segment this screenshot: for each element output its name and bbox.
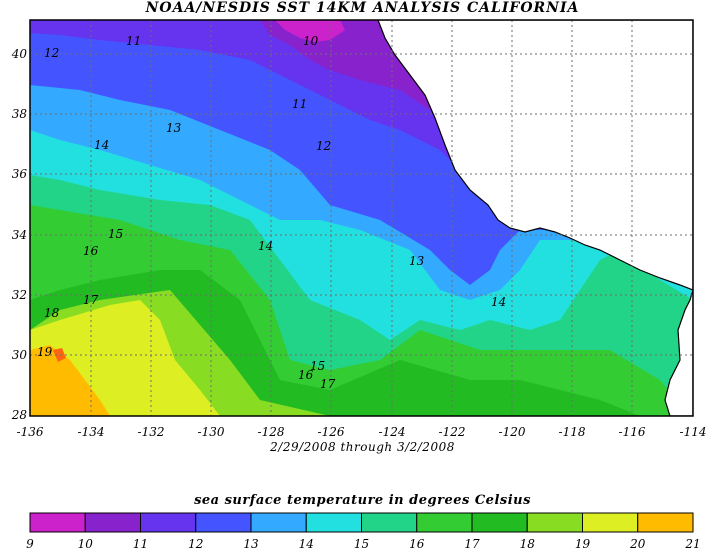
x-tick-label: -120 bbox=[499, 425, 526, 439]
y-tick-label: 30 bbox=[12, 348, 28, 362]
legend-swatch bbox=[637, 512, 694, 533]
x-tick-label: -132 bbox=[138, 425, 165, 439]
legend-tick-label: 13 bbox=[243, 537, 259, 551]
x-tick-label: -118 bbox=[559, 425, 586, 439]
contour-label: 14 bbox=[491, 295, 506, 309]
y-tick-label: 34 bbox=[12, 228, 27, 242]
legend-tick-label: 21 bbox=[684, 537, 700, 551]
contour-label: 12 bbox=[316, 139, 331, 153]
legend-tick-label: 20 bbox=[629, 537, 646, 551]
land-mass bbox=[377, 20, 693, 291]
contour-label: 10 bbox=[303, 34, 319, 48]
contour-label: 13 bbox=[166, 121, 182, 135]
contour-label: 15 bbox=[310, 359, 325, 373]
contour-label: 18 bbox=[44, 306, 60, 320]
contour-label: 15 bbox=[108, 227, 123, 241]
legend-title: sea surface temperature in degrees Celsi… bbox=[194, 493, 531, 508]
date-range: 2/29/2008 through 3/2/2008 bbox=[270, 440, 455, 454]
legend-swatch bbox=[582, 512, 639, 533]
contour-label: 16 bbox=[298, 368, 314, 382]
y-tick-label: 28 bbox=[11, 408, 28, 422]
x-tick-label: -136 bbox=[17, 425, 44, 439]
color-legend-bar bbox=[29, 512, 694, 533]
contour-label: 17 bbox=[320, 377, 336, 391]
grid-lines bbox=[30, 20, 693, 416]
map-frame bbox=[29, 19, 694, 417]
legend-swatch bbox=[471, 512, 528, 533]
legend-tick-label: 17 bbox=[464, 537, 480, 551]
legend-tick-label: 11 bbox=[133, 537, 148, 551]
legend-tick-label: 18 bbox=[520, 537, 536, 551]
contour-label: 12 bbox=[44, 46, 59, 60]
contour-label: 11 bbox=[126, 34, 141, 48]
legend-swatch bbox=[416, 512, 473, 533]
contour-label: 14 bbox=[94, 138, 109, 152]
y-tick-label: 32 bbox=[12, 288, 27, 302]
color-legend-labels: 9 10 11 12 13 14 15 16 17 18 19 20 21 bbox=[26, 537, 700, 551]
baja-peninsula bbox=[664, 289, 693, 416]
x-tick-label: -122 bbox=[439, 425, 466, 439]
legend-swatch bbox=[195, 512, 252, 533]
y-axis-labels: 40 38 36 34 32 30 28 bbox=[11, 47, 28, 422]
legend-swatch bbox=[526, 512, 583, 533]
legend-swatch bbox=[305, 512, 362, 533]
x-tick-label: -124 bbox=[379, 425, 406, 439]
legend-tick-label: 14 bbox=[299, 537, 314, 551]
contour-label: 14 bbox=[258, 239, 273, 253]
contour-labels: 10 11 11 12 12 13 13 14 14 14 15 15 16 1… bbox=[37, 34, 506, 391]
band-21 bbox=[53, 348, 66, 362]
x-tick-label: -130 bbox=[198, 425, 225, 439]
x-tick-label: -114 bbox=[680, 425, 707, 439]
legend-swatch bbox=[140, 512, 197, 533]
y-tick-label: 38 bbox=[12, 107, 28, 121]
band-9 bbox=[275, 20, 345, 42]
contour-label: 16 bbox=[83, 244, 99, 258]
contour-label: 11 bbox=[292, 97, 307, 111]
legend-tick-label: 16 bbox=[409, 537, 425, 551]
x-axis-labels: -136 -134 -132 -130 -128 -126 -124 -122 … bbox=[17, 425, 707, 439]
legend-tick-label: 19 bbox=[575, 537, 591, 551]
y-tick-label: 40 bbox=[11, 47, 28, 61]
legend-tick-label: 9 bbox=[26, 537, 34, 551]
contour-label: 19 bbox=[37, 345, 53, 359]
contour-label: 13 bbox=[409, 254, 425, 268]
x-tick-label: -126 bbox=[318, 425, 345, 439]
map-title: NOAA/NESDIS SST 14KM ANALYSIS CALIFORNIA bbox=[145, 0, 580, 16]
legend-swatch bbox=[250, 512, 307, 533]
x-tick-label: -134 bbox=[78, 425, 105, 439]
legend-tick-label: 12 bbox=[188, 537, 203, 551]
legend-swatch bbox=[84, 512, 141, 533]
x-tick-label: -116 bbox=[619, 425, 646, 439]
legend-swatch bbox=[361, 512, 418, 533]
legend-tick-label: 15 bbox=[354, 537, 369, 551]
y-tick-label: 36 bbox=[12, 167, 28, 181]
legend-tick-label: 10 bbox=[78, 537, 94, 551]
contour-label: 17 bbox=[83, 293, 99, 307]
x-tick-label: -128 bbox=[258, 425, 285, 439]
legend-swatch bbox=[29, 512, 86, 533]
band-20 bbox=[30, 345, 110, 416]
temperature-bands bbox=[30, 20, 693, 416]
